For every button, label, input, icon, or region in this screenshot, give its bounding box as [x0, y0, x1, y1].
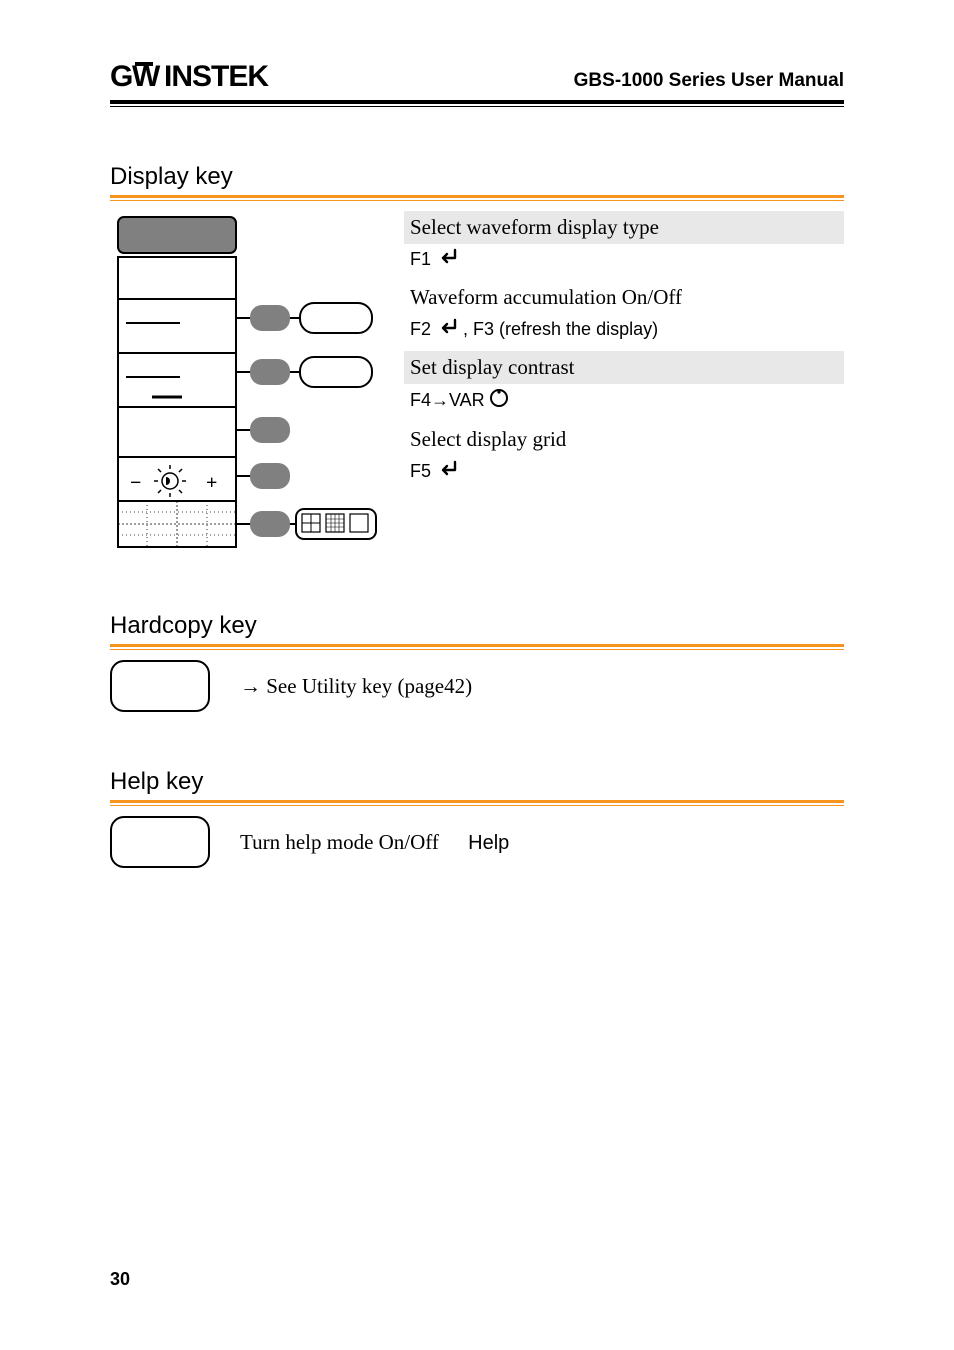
var-knob-icon — [489, 388, 509, 413]
f2-label: F2 — [410, 319, 431, 340]
svg-text:INSTEK: INSTEK — [164, 60, 269, 92]
enter-icon — [435, 460, 459, 483]
display-row-waveform-type: Select waveform display type — [404, 211, 844, 244]
f1-label: F1 — [410, 249, 431, 270]
section-hardcopy-heading: Hardcopy key — [110, 612, 844, 640]
brand-logo: G W INSTEK — [110, 60, 290, 92]
section-display-heading: Display key — [110, 163, 844, 191]
display-key-table: Select waveform display type F1 Waveform… — [404, 211, 844, 556]
help-text: Turn help mode On/Off Help — [240, 830, 509, 855]
hardcopy-text: → See Utility key (page42) — [240, 674, 472, 699]
help-desc: Turn help mode On/Off — [240, 830, 439, 854]
f4-var-label: F4→VAR — [410, 390, 485, 411]
f3-refresh-label: , F3 (refresh the display) — [463, 319, 658, 340]
orange-rule — [110, 644, 844, 647]
hardcopy-key-outline — [110, 660, 210, 712]
svg-text:−: − — [130, 472, 141, 494]
f5-label: F5 — [410, 461, 431, 482]
orange-rule-thin — [110, 805, 844, 806]
orange-rule — [110, 800, 844, 803]
svg-text:G: G — [110, 60, 132, 92]
manual-title: GBS-1000 Series User Manual — [574, 70, 844, 92]
help-label: Help — [468, 832, 509, 854]
help-key-outline — [110, 816, 210, 868]
enter-icon — [435, 248, 459, 271]
orange-rule-thin — [110, 649, 844, 650]
header-rule-thick — [110, 100, 844, 104]
display-row-accum: Waveform accumulation On/Off — [404, 281, 844, 314]
display-key-diagram: − + — [110, 211, 380, 556]
display-row-contrast: Set display contrast — [404, 351, 844, 384]
header-rule-thin — [110, 106, 844, 107]
orange-rule — [110, 195, 844, 198]
display-row-contrast-sub: F4→VAR — [404, 384, 844, 423]
display-row-waveform-type-sub: F1 — [404, 244, 844, 281]
section-help-heading: Help key — [110, 768, 844, 796]
page-number: 30 — [110, 1269, 130, 1290]
svg-text:+: + — [206, 472, 217, 494]
display-row-grid: Select display grid — [404, 423, 844, 456]
display-row-grid-sub: F5 — [404, 456, 844, 493]
display-row-accum-sub: F2 , F3 (refresh the display) — [404, 314, 844, 351]
enter-icon — [435, 318, 459, 341]
orange-rule-thin — [110, 200, 844, 201]
